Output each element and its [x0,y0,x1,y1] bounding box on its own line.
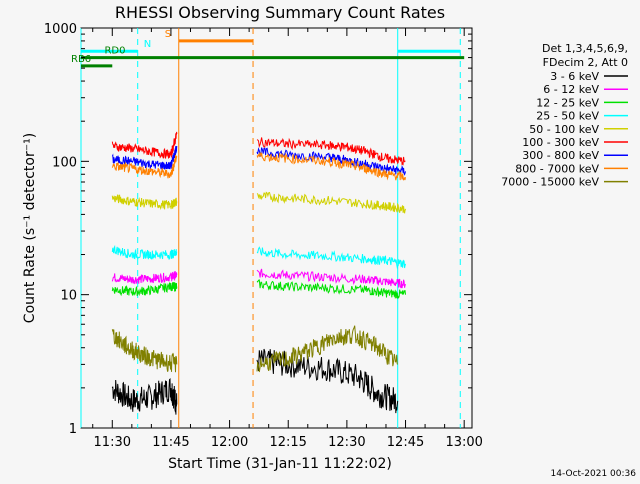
plot-frame [80,27,473,429]
flag-label-rd0: RD0 [104,46,125,57]
series-line [256,191,406,214]
legend: Det 1,3,4,5,6,9,FDecim 2, Att 03 - 6 keV… [501,42,628,189]
legend-entry-label: 50 - 100 keV [529,123,599,136]
x-tick-label: 11:45 [152,435,189,450]
legend-entry-label: 300 - 800 keV [522,149,599,162]
series-line [256,325,399,373]
x-axis-label: Start Time (31-Jan-11 11:22:02) [168,456,392,472]
flag-label-rb6: RB6 [71,54,91,65]
series-line [111,146,178,170]
legend-entry-label: 3 - 6 keV [550,70,599,83]
series-line [256,279,406,300]
series-line [111,131,178,159]
x-tick-label: 12:30 [328,435,365,450]
legend-entry-label: 6 - 12 keV [543,83,599,96]
legend-entry-label: 7000 - 15000 keV [501,176,599,189]
footer-timestamp: 14-Oct-2021 00:36 [551,469,637,479]
series-line [111,281,178,297]
legend-entry-label: 100 - 300 keV [522,136,599,149]
y-axis: 1 10 100 1000 [44,22,472,437]
y-tick-label: 1 [69,422,77,437]
x-tick-label: 13:00 [445,435,482,450]
x-tick-label: 11:30 [94,435,131,450]
series-line [111,154,178,179]
series-line [111,244,178,261]
x-axis: 11:30 11:45 12:00 12:15 12:30 12:45 13:00 [92,28,483,450]
x-tick-label: 12:15 [269,435,306,450]
series-line [111,329,178,373]
series-line [256,137,406,166]
flag-label-n: N [144,39,151,50]
y-axis-label: Count Rate (s⁻¹ detector⁻¹) [22,133,38,323]
legend-entry-label: 800 - 7000 keV [515,162,599,175]
series-line [111,378,178,415]
legend-header: FDecim 2, Att 0 [543,56,628,69]
series-line [256,152,406,181]
flag-bars: N S RD0 RB6 [71,28,465,428]
y-tick-label: 1000 [44,22,77,37]
x-tick-label: 12:45 [387,435,424,450]
chart-title: RHESSI Observing Summary Count Rates [115,3,445,22]
y-tick-label: 10 [60,289,77,304]
legend-entry-label: 25 - 50 keV [536,110,599,123]
series-line [256,348,399,414]
legend-entry-label: 12 - 25 keV [536,96,599,109]
series-line [256,246,406,270]
series-line [111,194,178,210]
x-tick-label: 12:00 [211,435,248,450]
series-lines [111,131,406,415]
series-line [111,271,178,285]
y-tick-label: 100 [52,155,77,170]
legend-header: Det 1,3,4,5,6,9, [542,42,628,55]
series-line [256,268,406,289]
flag-label-s: S [165,29,171,40]
